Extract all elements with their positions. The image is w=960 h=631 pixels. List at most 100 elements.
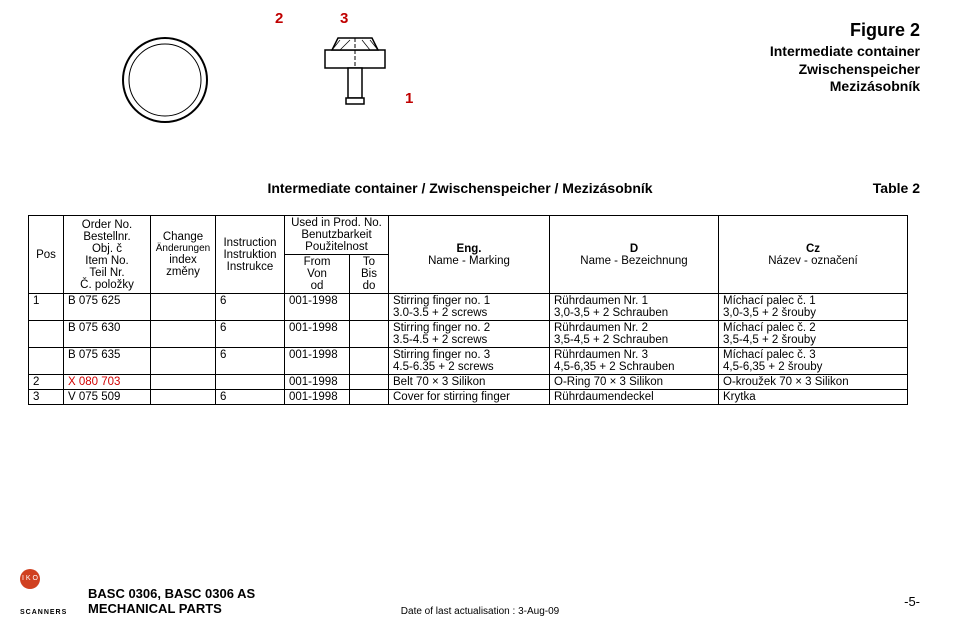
cell-item: B 075 630 — [64, 321, 151, 348]
table-head: Pos Order No. Bestellnr. Obj. č Item No.… — [29, 216, 908, 294]
hdr-used-l3: Použitelnost — [289, 241, 384, 253]
footer-right: -5- — [904, 594, 920, 609]
figure-diagram: 2 3 1 — [100, 10, 500, 140]
hdr-from: From Von od — [285, 255, 350, 294]
cell-pos — [29, 321, 64, 348]
cell-d: O-Ring 70 × 3 Silikon — [550, 375, 719, 390]
hdr-instr-l3: Instrukce — [220, 261, 280, 273]
table-caption-label: Table 2 — [873, 180, 920, 196]
hdr-chg-l3: index — [155, 254, 211, 266]
cell-item: V 075 509 — [64, 390, 151, 405]
hdr-cz: Cz Název - označení — [719, 216, 908, 294]
cell-instr: 6 — [216, 294, 285, 321]
cell-to — [350, 294, 389, 321]
hdr-eng-l2: Name - Marking — [393, 255, 545, 267]
hdr-d-l1: D — [554, 243, 714, 255]
table-caption: Intermediate container / Zwischenspeiche… — [0, 180, 920, 196]
parts-table: Pos Order No. Bestellnr. Obj. č Item No.… — [28, 215, 908, 405]
hdr-used-l2: Benutzbarkeit — [289, 229, 384, 241]
cell-d: Rührdaumen Nr. 1 3,0-3,5 + 2 Schrauben — [550, 294, 719, 321]
cell-from: 001-1998 — [285, 348, 350, 375]
callout-2: 2 — [275, 10, 283, 27]
cell-chg — [151, 375, 216, 390]
hdr-from-l1: From — [289, 256, 345, 268]
hdr-item-l5: Teil Nr. — [68, 267, 146, 279]
cell-to — [350, 348, 389, 375]
cell-pos: 2 — [29, 375, 64, 390]
cell-from: 001-1998 — [285, 294, 350, 321]
cell-from: 001-1998 — [285, 375, 350, 390]
cell-chg — [151, 321, 216, 348]
cell-item: X 080 703 — [64, 375, 151, 390]
hdr-d: D Name - Bezeichnung — [550, 216, 719, 294]
hdr-chg: Change Änderungen index změny — [151, 216, 216, 294]
table-row: B 075 635 6001-1998 Stirring finger no. 3 … — [29, 348, 908, 375]
hdr-from-l3: od — [289, 280, 345, 292]
hdr-to-l2: Bis — [354, 268, 384, 280]
table-row: 2X 080 703 001-1998 Belt 70 × 3 SilikonO-R… — [29, 375, 908, 390]
cell-instr — [216, 375, 285, 390]
cell-cz: Míchací palec č. 2 3,5-4,5 + 2 šrouby — [719, 321, 908, 348]
cell-pos: 1 — [29, 294, 64, 321]
hdr-d-l2: Name - Bezeichnung — [554, 255, 714, 267]
hdr-item-l6: Č. položky — [68, 279, 146, 291]
cell-cz: Míchací palec č. 1 3,0-3,5 + 2 šrouby — [719, 294, 908, 321]
hdr-item: Order No. Bestellnr. Obj. č Item No. Tei… — [64, 216, 151, 294]
table-row: 3V 075 509 6001-1998 Cover for stirring fi… — [29, 390, 908, 405]
figure-sub-cz: Mezizásobník — [770, 78, 920, 96]
cell-to — [350, 375, 389, 390]
cell-item: B 075 635 — [64, 348, 151, 375]
hdr-to-l1: To — [354, 256, 384, 268]
hdr-chg-l2: Änderungen — [155, 243, 211, 254]
table-body: 1B 075 6256001-1998Stirring finger no. 1… — [29, 294, 908, 405]
hdr-item-l4: Item No. — [68, 255, 146, 267]
footer-center: Date of last actualisation : 3-Aug-09 — [0, 606, 960, 617]
diagram-svg — [100, 10, 500, 140]
cell-pos — [29, 348, 64, 375]
cell-to — [350, 321, 389, 348]
hdr-chg-l1: Change — [155, 231, 211, 243]
hdr-used: Used in Prod. No. Benutzbarkeit Použitel… — [285, 216, 389, 255]
cell-to — [350, 390, 389, 405]
hdr-item-l3: Obj. č — [68, 243, 146, 255]
cell-eng: Cover for stirring finger — [389, 390, 550, 405]
callout-3: 3 — [340, 10, 348, 27]
cell-instr: 6 — [216, 321, 285, 348]
table-row: B 075 630 6001-1998 Stirring finger no. 2 … — [29, 321, 908, 348]
cell-cz: Míchací palec č. 3 4,5-6,35 + 2 šrouby — [719, 348, 908, 375]
hdr-pos: Pos — [29, 216, 64, 294]
hdr-instr: Instruction Instruktion Instrukce — [216, 216, 285, 294]
figure-title-block: Figure 2 Intermediate container Zwischen… — [770, 20, 920, 96]
cell-eng: Belt 70 × 3 Silikon — [389, 375, 550, 390]
table-row: 1B 075 625 6001-1998 Stirring finger no. 1… — [29, 294, 908, 321]
cell-chg — [151, 390, 216, 405]
hdr-eng: Eng. Name - Marking — [389, 216, 550, 294]
cell-eng: Stirring finger no. 3 4.5-6.35 + 2 screw… — [389, 348, 550, 375]
hdr-item-l2: Bestellnr. — [68, 231, 146, 243]
cell-chg — [151, 348, 216, 375]
logo-circle: I K O R — [20, 569, 40, 589]
footer-left-l1: BASC 0306, BASC 0306 AS — [88, 586, 255, 602]
cell-eng: Stirring finger no. 1 3.0-3.5 + 2 screws — [389, 294, 550, 321]
cell-instr: 6 — [216, 390, 285, 405]
hdr-item-l1: Order No. — [68, 219, 146, 231]
figure-sub-de: Zwischenspeicher — [770, 61, 920, 79]
cell-item: B 075 625 — [64, 294, 151, 321]
cell-instr: 6 — [216, 348, 285, 375]
hdr-from-l2: Von — [289, 268, 345, 280]
hdr-cz-l2: Název - označení — [723, 255, 903, 267]
cell-d: Rührdaumen Nr. 3 4,5-6,35 + 2 Schrauben — [550, 348, 719, 375]
hdr-to-l3: do — [354, 280, 384, 292]
hdr-cz-l1: Cz — [723, 243, 903, 255]
cell-from: 001-1998 — [285, 390, 350, 405]
cell-pos: 3 — [29, 390, 64, 405]
hdr-to: To Bis do — [350, 255, 389, 294]
cell-chg — [151, 294, 216, 321]
cell-eng: Stirring finger no. 2 3.5-4.5 + 2 screws — [389, 321, 550, 348]
hdr-instr-l2: Instruktion — [220, 249, 280, 261]
cell-d: Rührdaumendeckel — [550, 390, 719, 405]
figure-number: Figure 2 — [770, 20, 920, 41]
table-caption-main: Intermediate container / Zwischenspeiche… — [267, 180, 652, 196]
cell-from: 001-1998 — [285, 321, 350, 348]
cell-cz: Krytka — [719, 390, 908, 405]
